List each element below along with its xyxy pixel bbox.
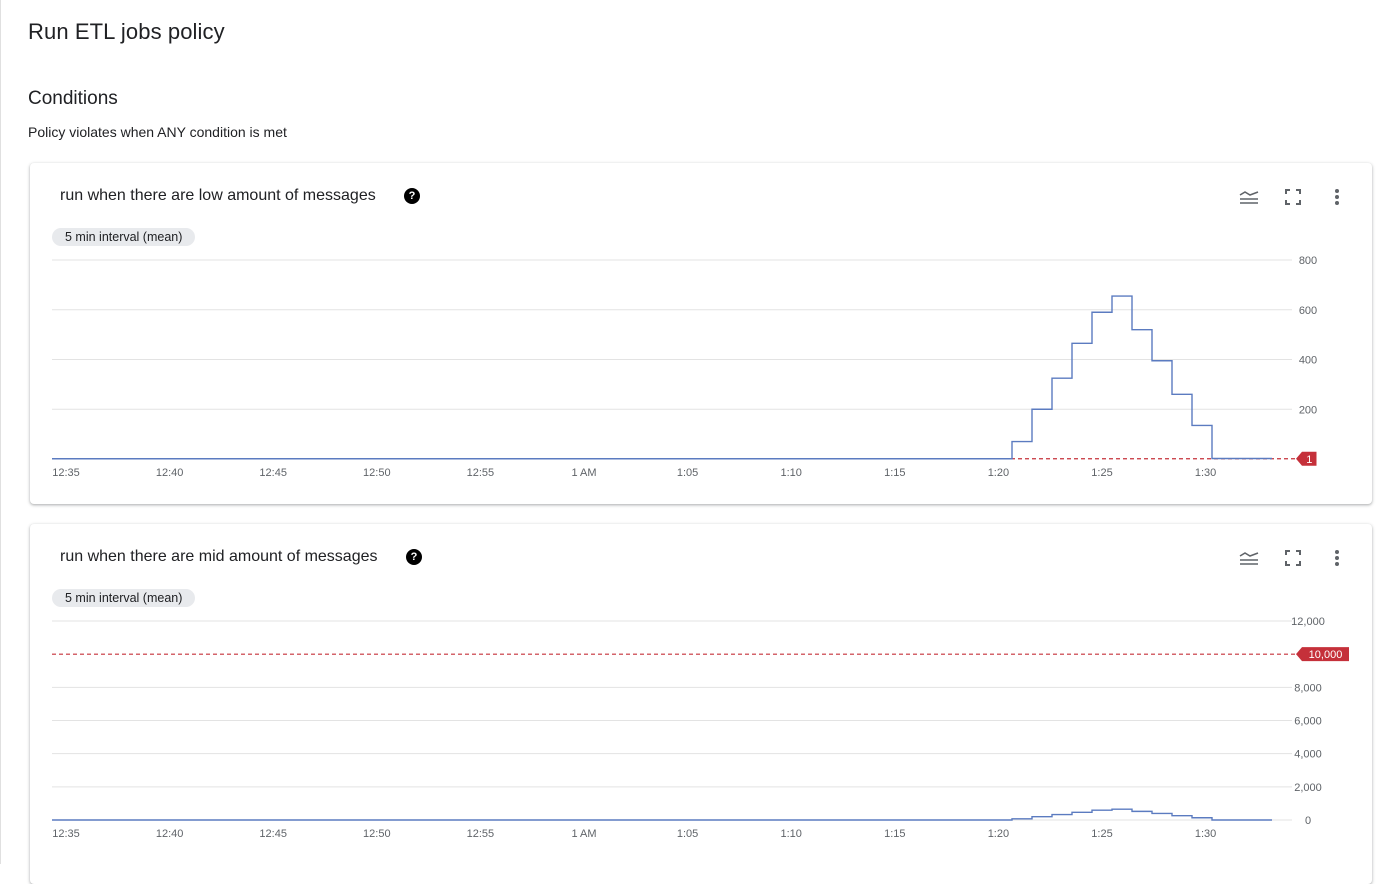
y-tick-label: 600 <box>1299 305 1317 317</box>
x-tick-label: 12:40 <box>156 467 184 479</box>
fullscreen-icon[interactable] <box>1281 546 1305 570</box>
y-tick-label: 8,000 <box>1294 682 1322 694</box>
condition-title: run when there are low amount of message… <box>60 187 376 204</box>
series-line <box>52 295 1272 460</box>
help-circle-icon[interactable]: ? <box>404 188 420 204</box>
y-tick-label: 200 <box>1299 404 1317 416</box>
x-tick-label: 1:30 <box>1195 828 1216 840</box>
condition-title: run when there are mid amount of message… <box>60 548 378 565</box>
x-tick-label: 12:50 <box>363 467 391 479</box>
aggregation-chip[interactable]: 5 min interval (mean) <box>52 589 196 607</box>
x-tick-label: 1:10 <box>780 467 801 479</box>
x-tick-label: 1:25 <box>1091 828 1112 840</box>
condition-card: run when there are low amount of message… <box>30 163 1372 504</box>
y-tick-label: 2,000 <box>1294 782 1322 794</box>
fullscreen-icon[interactable] <box>1281 185 1305 209</box>
x-tick-label: 1 AM <box>571 828 596 840</box>
threshold-label: 1 <box>1306 454 1312 466</box>
x-tick-label: 12:40 <box>156 828 184 840</box>
condition-card: run when there are mid amount of message… <box>30 524 1372 884</box>
threshold-tag <box>1296 451 1317 466</box>
page-left-border <box>0 0 1 864</box>
y-tick-label: 6,000 <box>1294 716 1322 728</box>
x-tick-label: 12:55 <box>467 467 495 479</box>
x-tick-label: 1:20 <box>988 828 1009 840</box>
x-tick-label: 12:35 <box>52 828 80 840</box>
x-tick-label: 1:25 <box>1091 467 1112 479</box>
more-vert-icon[interactable] <box>1325 185 1349 209</box>
x-tick-label: 12:50 <box>363 828 391 840</box>
threshold-label: 10,000 <box>1309 649 1343 661</box>
condition-chart: 12,000 8,000 6,000 4,000 2,000 0 12:35 12:40 12:… <box>52 616 1349 840</box>
x-tick-label: 1 AM <box>571 467 596 479</box>
x-tick-label: 12:35 <box>52 467 80 479</box>
x-tick-label: 1:05 <box>677 828 698 840</box>
x-tick-label: 1:10 <box>780 828 801 840</box>
y-tick-label: 0 <box>1305 815 1311 827</box>
x-tick-label: 1:30 <box>1195 467 1216 479</box>
help-circle-icon[interactable]: ? <box>406 549 422 565</box>
condition-chart: 800 600 400 200 12:35 12:40 12:45 12:50 12:55 1 A… <box>52 255 1317 479</box>
x-tick-label: 12:55 <box>467 828 495 840</box>
y-tick-label: 4,000 <box>1294 749 1322 761</box>
legend-lines-icon[interactable] <box>1237 546 1261 570</box>
section-title: Conditions <box>28 88 118 109</box>
aggregation-chip[interactable]: 5 min interval (mean) <box>52 228 196 246</box>
x-tick-label: 12:45 <box>259 467 287 479</box>
y-tick-label: 400 <box>1299 355 1317 367</box>
page-title: Run ETL jobs policy <box>28 19 225 44</box>
x-tick-label: 1:05 <box>677 467 698 479</box>
x-tick-label: 1:15 <box>884 467 905 479</box>
series-line <box>52 808 1272 821</box>
x-tick-label: 1:20 <box>988 467 1009 479</box>
section-subtitle: Policy violates when ANY condition is me… <box>28 124 287 140</box>
y-tick-label: 12,000 <box>1291 616 1325 628</box>
x-tick-label: 1:15 <box>884 828 905 840</box>
x-tick-label: 12:45 <box>259 828 287 840</box>
threshold-tag <box>1296 647 1349 662</box>
legend-lines-icon[interactable] <box>1237 185 1261 209</box>
y-tick-label: 800 <box>1299 255 1317 267</box>
more-vert-icon[interactable] <box>1325 546 1349 570</box>
